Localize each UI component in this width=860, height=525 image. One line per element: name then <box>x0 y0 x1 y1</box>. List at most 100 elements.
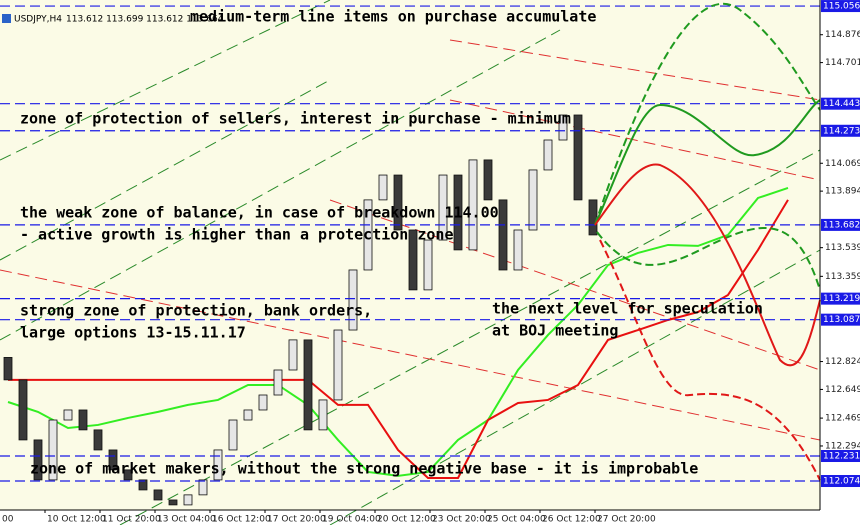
forecast-path <box>599 239 821 481</box>
annotation: at BOJ meeting <box>492 322 618 340</box>
level-box <box>821 313 860 326</box>
candle-body <box>18 379 28 441</box>
candle-body <box>138 479 148 491</box>
annotation: the weak zone of balance, in case of bre… <box>20 204 499 222</box>
y-tick-label: 113.539 <box>825 243 860 253</box>
annotation: - active growth is higher than a protect… <box>20 226 453 244</box>
forecast-path <box>594 3 821 226</box>
candle-body <box>513 229 523 271</box>
level-label: 113.087 <box>823 315 860 325</box>
forecast-paths <box>594 3 821 481</box>
annotation: zone of market makers, without the stron… <box>30 460 698 478</box>
y-tick-label: 112.294 <box>825 441 860 451</box>
annotation: medium-term line items on purchase accum… <box>190 8 596 26</box>
level-label: 114.443 <box>823 99 860 109</box>
level-box <box>821 218 860 231</box>
candle-body <box>393 174 403 231</box>
x-tick-label: 10 Oct 12:00 <box>47 515 106 525</box>
x-tick-label: 19 Oct 04:00 <box>322 515 381 525</box>
candle-body <box>153 489 163 501</box>
candle-body <box>198 479 208 496</box>
ohlc: 113.612 113.699 113.612 113.664 <box>66 15 224 25</box>
level-label: 112.074 <box>823 477 860 487</box>
candle-body <box>438 174 448 241</box>
channel-line <box>119 149 821 525</box>
candle-body <box>483 159 493 201</box>
annotation: strong zone of protection, bank orders, <box>20 302 372 320</box>
forecast-path <box>594 99 821 226</box>
candle-body <box>3 357 13 381</box>
level-box <box>821 124 860 137</box>
candle-body <box>123 469 133 481</box>
candle-body <box>288 339 298 371</box>
candle-body <box>303 339 313 431</box>
y-tick-label: 112.824 <box>825 357 860 367</box>
candle-body <box>243 409 253 421</box>
candle-body <box>48 419 58 481</box>
level-label: 114.273 <box>823 126 860 136</box>
candle-body <box>168 499 178 506</box>
candle-body <box>108 449 118 471</box>
x-tick-label: 11 Oct 20:00 <box>102 515 161 525</box>
x-tick-label: 26 Oct 12:00 <box>542 515 601 525</box>
candle-body <box>468 159 478 251</box>
candle-body <box>63 409 73 421</box>
x-tick-label: 20 Oct 12:00 <box>377 515 436 525</box>
candle-body <box>348 269 358 331</box>
level-label: 115.056 <box>823 2 860 12</box>
forecast-path <box>596 226 821 291</box>
x-tick-label: 27 Oct 20:00 <box>597 515 656 525</box>
candle-body <box>408 229 418 291</box>
channel-line <box>449 39 821 101</box>
channel-line <box>0 269 821 441</box>
level-box <box>821 292 860 305</box>
candle-body <box>528 169 538 231</box>
level-label: 113.682 <box>823 220 860 230</box>
candle-body <box>273 369 283 396</box>
annotation: zone of protection of sellers, interest … <box>20 110 571 128</box>
candle-body <box>498 199 508 271</box>
level-box <box>821 97 860 110</box>
candle-body <box>258 394 268 411</box>
candle-body <box>453 174 463 251</box>
candle-body <box>573 114 583 201</box>
candle-body <box>78 409 88 431</box>
cloud-line <box>7 186 789 477</box>
y-tick-label: 114.876 <box>825 30 860 40</box>
x-tick-label: 25 Oct 04:00 <box>487 515 546 525</box>
level-label: 113.219 <box>823 294 860 304</box>
forecast-path <box>594 163 821 367</box>
price-axis-background <box>820 0 860 525</box>
channel-line <box>0 0 331 161</box>
annotation: large options 13-15.11.17 <box>20 324 246 342</box>
channel-line <box>329 199 821 371</box>
candle-body <box>213 449 223 481</box>
level-label: 112.231 <box>823 452 860 462</box>
candle-body <box>228 419 238 451</box>
candle-body <box>318 399 328 431</box>
candle-body <box>558 114 568 141</box>
y-tick-label: 113.359 <box>825 272 860 282</box>
annotation: the next level for speculation <box>492 300 763 318</box>
candle-body <box>378 174 388 201</box>
candle-body <box>183 494 193 506</box>
candle-body <box>333 329 343 401</box>
level-box <box>821 475 860 488</box>
level-box <box>821 450 860 463</box>
candle-body <box>588 199 598 236</box>
chart-layers <box>0 5 820 506</box>
candle-body <box>33 439 43 481</box>
symbol-icon <box>2 14 11 23</box>
symbol: USDJPY,H4 <box>14 15 62 25</box>
y-tick-label: 112.469 <box>825 414 860 424</box>
candle-body <box>363 199 373 271</box>
annotations: medium-term line items on purchase accum… <box>20 8 763 478</box>
level-box <box>821 0 860 13</box>
candle-body <box>93 429 103 451</box>
channel-line <box>0 79 331 261</box>
x-tick-label: 13 Oct 04:00 <box>157 515 216 525</box>
cloud-line <box>8 199 789 479</box>
y-tick-label: 114.701 <box>825 58 860 68</box>
candle-body <box>543 139 553 171</box>
